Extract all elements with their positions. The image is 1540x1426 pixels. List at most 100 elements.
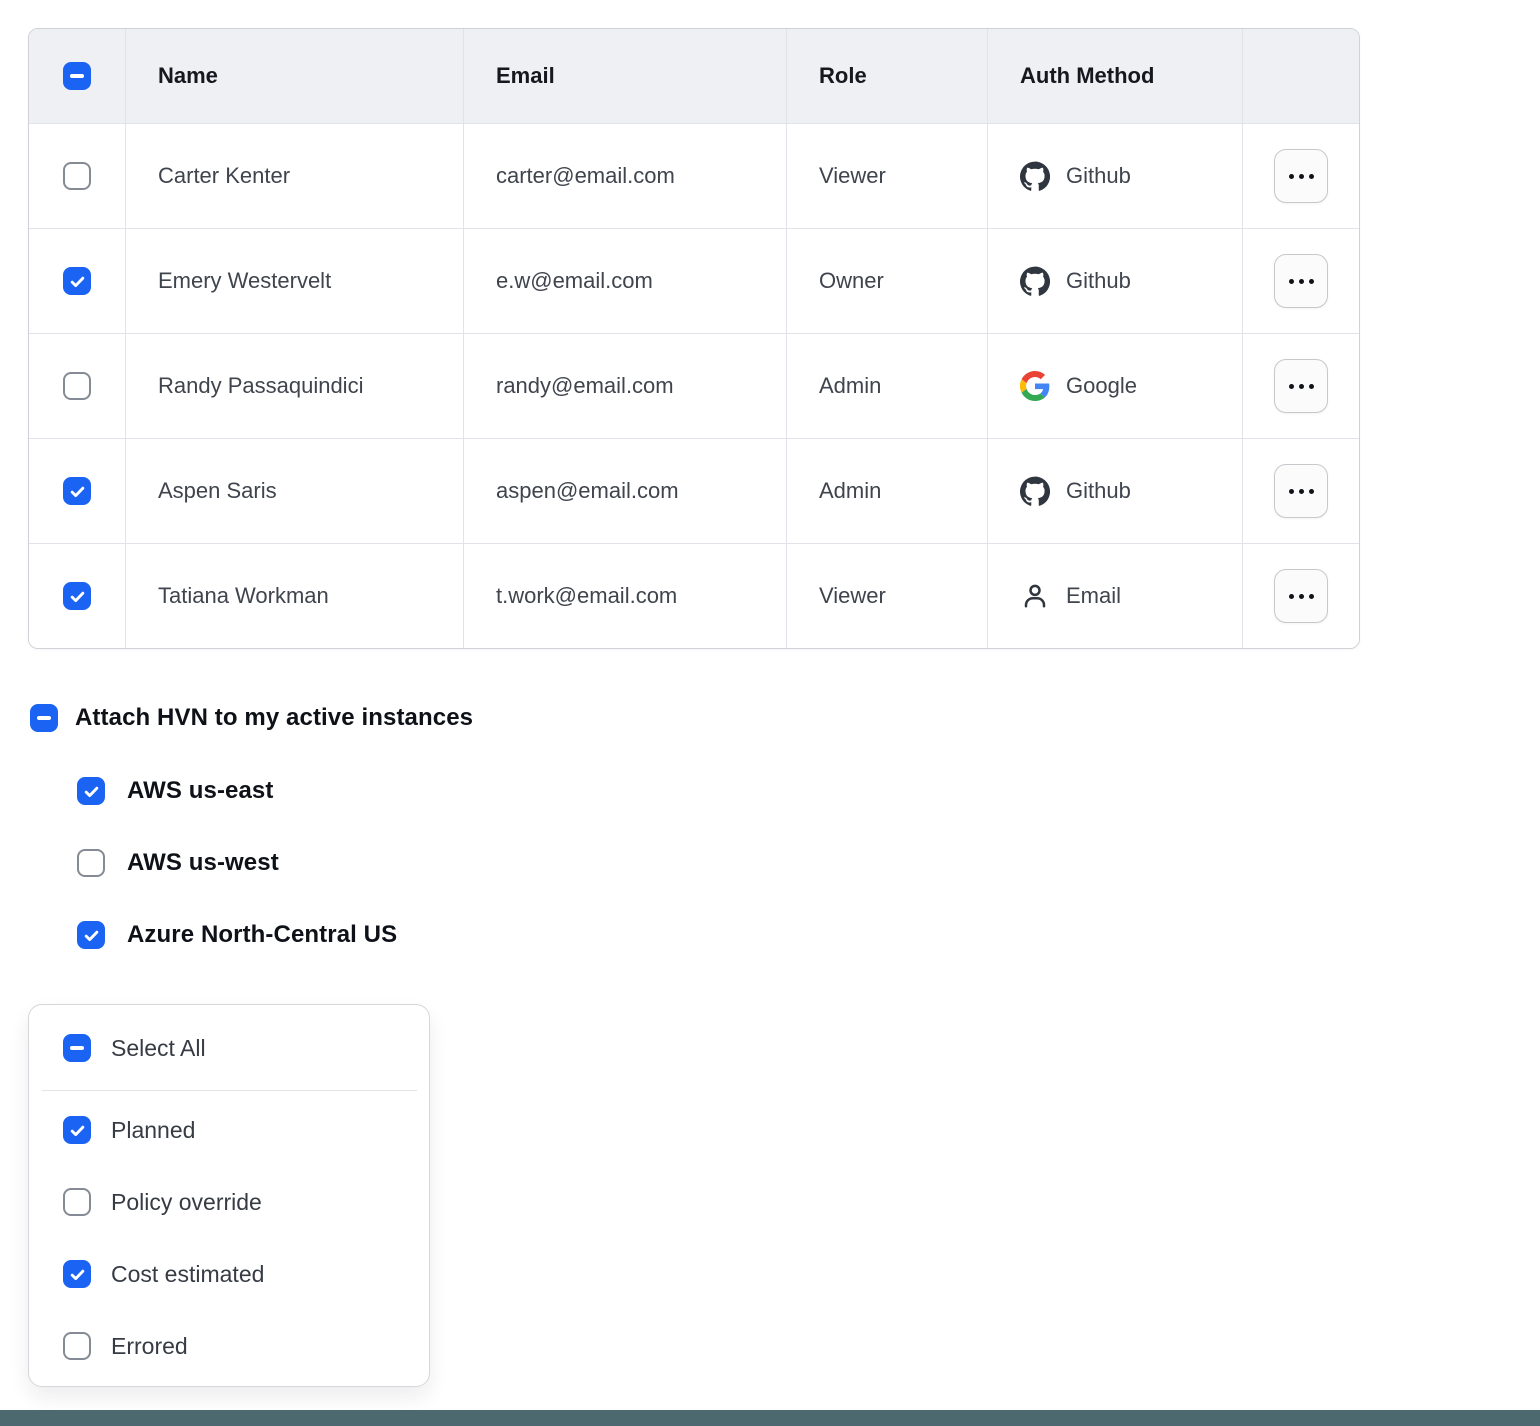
google-icon (1020, 371, 1050, 401)
cell-actions (1242, 439, 1359, 543)
cell-name: Aspen Saris (125, 439, 463, 543)
cell-auth-method: Github (987, 229, 1242, 333)
row-select-cell (29, 439, 125, 543)
cell-name: Carter Kenter (125, 124, 463, 228)
filter-panel: Select All Planned Policy override C (28, 1004, 430, 1387)
row-more-options-button[interactable] (1274, 464, 1328, 518)
auth-method-label: Google (1066, 373, 1137, 398)
hvn-option-row[interactable]: Azure North-Central US (77, 921, 1540, 949)
hvn-group-label: Attach HVN to my active instances (75, 704, 474, 731)
filter-select-all-checkbox[interactable] (63, 1034, 91, 1062)
row-more-options-button[interactable] (1274, 149, 1328, 203)
filter-option-checkbox[interactable] (63, 1116, 91, 1144)
check-icon (70, 591, 84, 602)
column-header-name: Name (125, 29, 463, 123)
filter-select-all-label: Select All (111, 1034, 206, 1061)
row-more-options-button[interactable] (1274, 254, 1328, 308)
row-select-cell (29, 229, 125, 333)
cell-auth-method: Github (987, 124, 1242, 228)
minus-icon (70, 74, 84, 78)
ellipsis-icon (1288, 173, 1294, 179)
hvn-option-checkbox[interactable] (77, 777, 105, 805)
cell-auth-method: Email (987, 544, 1242, 648)
ellipsis-icon (1288, 383, 1294, 389)
check-icon (70, 1269, 84, 1280)
check-icon (70, 1125, 84, 1136)
table-header-row: Name Email Role Auth Method (29, 29, 1359, 123)
cell-actions (1242, 334, 1359, 438)
filter-option-row[interactable]: Cost estimated (63, 1260, 405, 1288)
members-table: Name Email Role Auth Method Carter Kente… (28, 28, 1360, 649)
cell-role: Admin (786, 334, 987, 438)
table-row: Tatiana Workman t.work@email.com Viewer (29, 543, 1359, 648)
auth-method-label: Github (1066, 163, 1131, 188)
cell-auth-method: Google (987, 334, 1242, 438)
hvn-option-checkbox[interactable] (77, 921, 105, 949)
table-header-select-cell (29, 29, 125, 123)
github-icon (1020, 161, 1050, 191)
github-icon (1020, 266, 1050, 296)
table-row: Carter Kenter carter@email.com Viewer (29, 123, 1359, 228)
filter-option-row[interactable]: Errored (63, 1332, 405, 1360)
cell-email: carter@email.com (463, 124, 786, 228)
minus-icon (70, 1046, 84, 1050)
row-checkbox[interactable] (63, 477, 91, 505)
hvn-option-label: Azure North-Central US (127, 921, 398, 948)
column-header-actions (1242, 29, 1359, 123)
hvn-group-checkbox[interactable] (30, 704, 58, 732)
check-icon (70, 276, 84, 287)
row-select-cell (29, 334, 125, 438)
cell-name: Tatiana Workman (125, 544, 463, 648)
filter-option-checkbox[interactable] (63, 1188, 91, 1216)
row-checkbox[interactable] (63, 267, 91, 295)
cell-role: Viewer (786, 124, 987, 228)
check-icon (84, 930, 98, 941)
minus-icon (37, 716, 51, 720)
bottom-bar (0, 1410, 1540, 1426)
filter-select-all-row[interactable]: Select All (63, 1034, 405, 1062)
filter-option-checkbox[interactable] (63, 1260, 91, 1288)
cell-role: Admin (786, 439, 987, 543)
filter-option-label: Errored (111, 1332, 188, 1359)
row-checkbox[interactable] (63, 162, 91, 190)
row-checkbox[interactable] (63, 582, 91, 610)
row-select-cell (29, 124, 125, 228)
cell-name: Emery Westervelt (125, 229, 463, 333)
hvn-option-row[interactable]: AWS us-west (77, 849, 1540, 877)
check-icon (70, 486, 84, 497)
row-checkbox[interactable] (63, 372, 91, 400)
filter-options-list: Planned Policy override Cost estimated E… (63, 1116, 405, 1360)
cell-actions (1242, 124, 1359, 228)
table-body: Carter Kenter carter@email.com Viewer (29, 123, 1359, 648)
select-all-rows-checkbox[interactable] (63, 62, 91, 90)
filter-option-label: Policy override (111, 1188, 262, 1215)
filter-option-row[interactable]: Policy override (63, 1188, 405, 1216)
table-row: Randy Passaquindici randy@email.com Admi… (29, 333, 1359, 438)
user-icon (1024, 584, 1046, 608)
ellipsis-icon (1288, 488, 1294, 494)
cell-auth-method: Github (987, 439, 1242, 543)
hvn-group-row[interactable]: Attach HVN to my active instances (30, 703, 1540, 733)
check-icon (84, 786, 98, 797)
cell-role: Viewer (786, 544, 987, 648)
hvn-option-row[interactable]: AWS us-east (77, 777, 1540, 805)
column-header-auth-method: Auth Method (987, 29, 1242, 123)
cell-email: randy@email.com (463, 334, 786, 438)
column-header-role: Role (786, 29, 987, 123)
cell-actions (1242, 544, 1359, 648)
row-more-options-button[interactable] (1274, 569, 1328, 623)
cell-email: t.work@email.com (463, 544, 786, 648)
filter-option-label: Cost estimated (111, 1260, 265, 1287)
filter-option-checkbox[interactable] (63, 1332, 91, 1360)
cell-email: aspen@email.com (463, 439, 786, 543)
hvn-option-checkbox[interactable] (77, 849, 105, 877)
cell-email: e.w@email.com (463, 229, 786, 333)
column-header-email: Email (463, 29, 786, 123)
page: Name Email Role Auth Method Carter Kente… (28, 28, 1540, 1387)
filter-option-row[interactable]: Planned (63, 1116, 405, 1144)
cell-role: Owner (786, 229, 987, 333)
hvn-option-label: AWS us-west (127, 849, 279, 876)
github-icon (1020, 476, 1050, 506)
row-more-options-button[interactable] (1274, 359, 1328, 413)
cell-name: Randy Passaquindici (125, 334, 463, 438)
